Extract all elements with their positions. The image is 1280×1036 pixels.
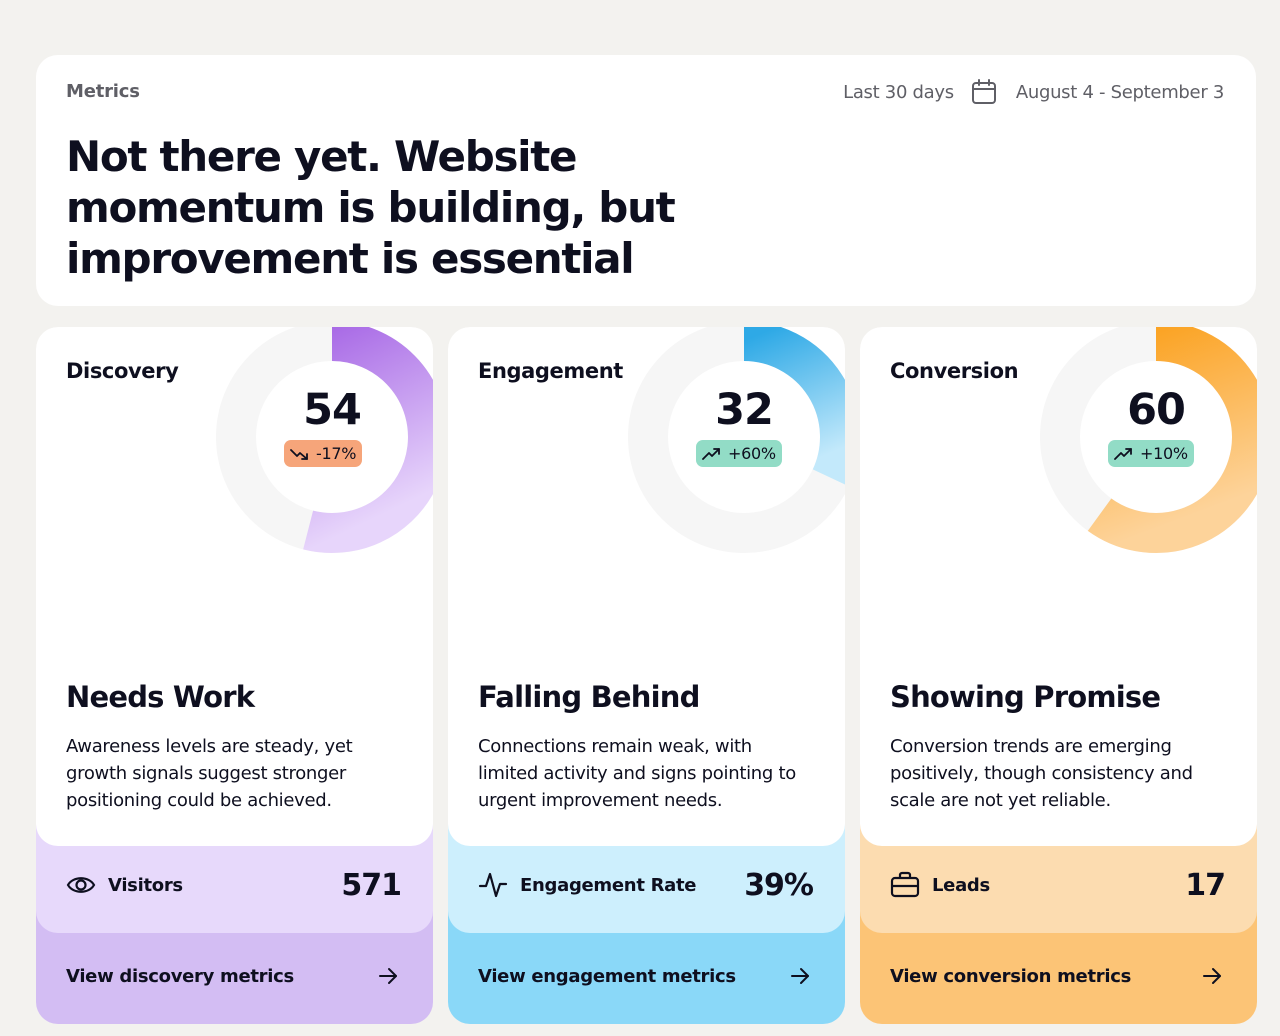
metric-value: 571 bbox=[341, 867, 402, 903]
date-range-selector[interactable]: Last 30 days August 4 - September 3 bbox=[843, 77, 1224, 107]
card-summary: Discovery 54 -17% Needs Work Awareness l… bbox=[36, 327, 433, 846]
score-value: 32 bbox=[715, 385, 774, 435]
card-summary: Conversion 60 +10% Showing Promise Conve… bbox=[860, 327, 1257, 846]
metric-value: 17 bbox=[1185, 867, 1226, 903]
calendar-icon bbox=[970, 78, 998, 106]
metric-label: Visitors bbox=[108, 874, 183, 896]
status-description: Connections remain weak, with limited ac… bbox=[478, 736, 796, 811]
metric-value: 39% bbox=[744, 867, 814, 903]
metrics-header-card: Metrics Last 30 days August 4 - Septembe… bbox=[36, 55, 1256, 306]
trend-value: +10% bbox=[1140, 444, 1188, 463]
conversion-card: View conversion metrics Leads 17 Convers… bbox=[860, 327, 1257, 1024]
trending-up-icon bbox=[1114, 447, 1134, 461]
range-label: Last 30 days bbox=[843, 81, 954, 103]
card-summary: Engagement 32 +60% Falling Behind Connec… bbox=[448, 327, 845, 846]
status-title: Falling Behind bbox=[478, 680, 700, 714]
status-title: Needs Work bbox=[66, 680, 255, 714]
trend-badge: +10% bbox=[1108, 440, 1194, 467]
page-headline: Not there yet. Website momentum is build… bbox=[66, 132, 676, 283]
donut-score-arc bbox=[1087, 327, 1257, 553]
briefcase-icon bbox=[890, 870, 920, 900]
trending-up-icon bbox=[702, 447, 722, 461]
status-description: Conversion trends are emerging positivel… bbox=[890, 736, 1193, 811]
section-eyebrow: Metrics bbox=[66, 81, 140, 102]
eye-icon bbox=[66, 870, 96, 900]
status-description: Awareness levels are steady, yet growth … bbox=[66, 736, 353, 811]
engagement-card: View engagement metrics Engagement Rate … bbox=[448, 327, 845, 1024]
donut-score-arc bbox=[743, 327, 845, 485]
card-title: Discovery bbox=[66, 359, 179, 383]
link-label: View conversion metrics bbox=[890, 965, 1131, 987]
link-label: View engagement metrics bbox=[478, 965, 736, 987]
trend-badge: +60% bbox=[696, 440, 782, 467]
card-title: Engagement bbox=[478, 359, 623, 383]
score-donut bbox=[1040, 327, 1257, 553]
discovery-card: View discovery metrics Visitors 571 Disc… bbox=[36, 327, 433, 1024]
date-range-text: August 4 - September 3 bbox=[1015, 81, 1224, 103]
score-value: 54 bbox=[303, 385, 362, 435]
arrow-right-icon bbox=[1201, 965, 1223, 987]
card-title: Conversion bbox=[890, 359, 1019, 383]
arrow-right-icon bbox=[377, 965, 399, 987]
trend-badge: -17% bbox=[284, 440, 363, 467]
donut-score-arc bbox=[303, 327, 433, 553]
score-donut bbox=[216, 327, 433, 553]
trend-value: +60% bbox=[728, 444, 776, 463]
activity-pulse-icon bbox=[478, 870, 508, 900]
arrow-right-icon bbox=[789, 965, 811, 987]
score-value: 60 bbox=[1127, 385, 1186, 435]
link-label: View discovery metrics bbox=[66, 965, 294, 987]
score-donut bbox=[628, 327, 845, 553]
trending-down-icon bbox=[290, 447, 310, 461]
status-title: Showing Promise bbox=[890, 680, 1161, 714]
metric-label: Leads bbox=[932, 874, 990, 896]
metric-label: Engagement Rate bbox=[520, 874, 697, 896]
trend-value: -17% bbox=[316, 444, 357, 463]
